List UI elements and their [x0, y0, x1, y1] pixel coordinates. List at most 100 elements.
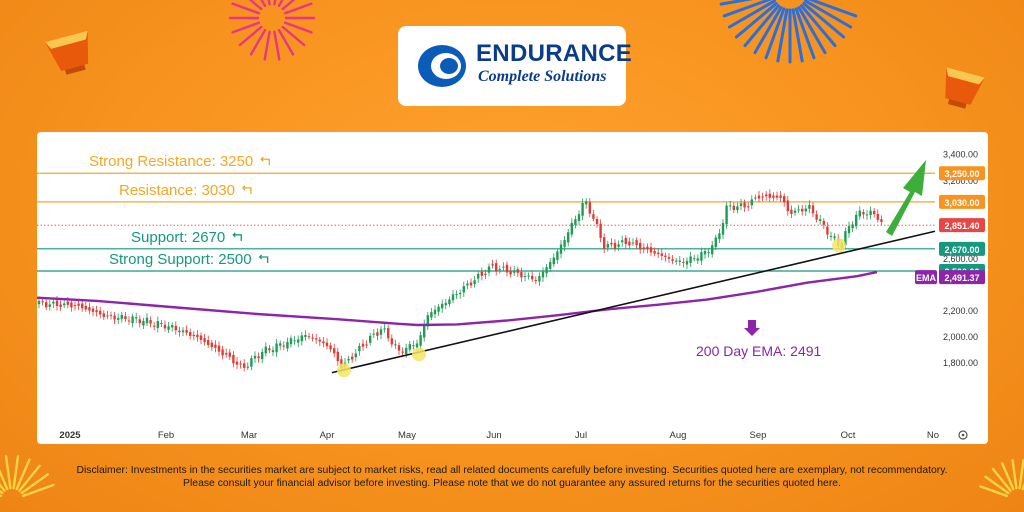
candle: [99, 306, 102, 319]
return-arrow-icon: [241, 185, 252, 194]
candle: [203, 333, 206, 346]
candle: [390, 334, 393, 348]
candle: [394, 339, 397, 349]
candle: [811, 202, 815, 217]
y-tick-label: 2,200.00: [943, 306, 978, 316]
candle: [797, 204, 800, 213]
candle: [289, 335, 293, 348]
candle: [311, 333, 314, 342]
touch-point-marker: [412, 347, 426, 362]
ema-line: [37, 270, 878, 327]
candle: [106, 310, 109, 320]
candle: [48, 300, 51, 311]
candle: [520, 267, 523, 282]
level-price-tag: 2,670.00: [939, 241, 985, 256]
candle: [408, 341, 411, 353]
candle: [156, 316, 159, 333]
lantern-icon: [945, 67, 985, 109]
candle: [606, 240, 609, 252]
candle: [462, 281, 465, 298]
x-tick-label: Feb: [158, 430, 174, 441]
candle: [279, 340, 282, 351]
candle: [495, 259, 498, 276]
candle: [703, 248, 707, 259]
brand-tagline: Complete Solutions: [478, 68, 607, 85]
candle: [149, 316, 152, 328]
candle: [322, 337, 325, 348]
candle: [232, 351, 235, 368]
candle: [297, 335, 300, 348]
candle: [318, 336, 321, 347]
candle: [534, 276, 537, 285]
candle: [574, 215, 577, 229]
candle: [142, 317, 145, 329]
candle: [556, 248, 559, 264]
x-tick-label: May: [398, 430, 416, 441]
candle: [412, 340, 415, 350]
candle: [459, 289, 462, 299]
candle: [855, 210, 858, 230]
candle: [693, 254, 696, 262]
candle: [124, 311, 127, 322]
candle: [869, 206, 872, 220]
candle: [419, 331, 422, 351]
touch-point-marker: [832, 238, 846, 253]
candle: [765, 191, 768, 201]
candle: [635, 237, 638, 249]
candle: [102, 310, 105, 321]
candle: [570, 218, 573, 238]
x-tick-label: Apr: [320, 430, 335, 441]
candle: [718, 228, 721, 243]
candle: [210, 339, 213, 351]
candle: [127, 316, 131, 325]
candle: [192, 331, 195, 341]
candle: [73, 301, 77, 311]
candle: [315, 333, 318, 344]
candle: [214, 340, 217, 353]
candle: [372, 329, 375, 338]
candle: [437, 303, 440, 317]
lantern-icon: [45, 30, 89, 75]
candle: [592, 209, 595, 222]
candle: [646, 243, 649, 254]
settings-gear-center: [961, 433, 965, 437]
candle: [750, 195, 753, 209]
candle: [333, 343, 336, 358]
x-tick-label: Oct: [841, 430, 856, 441]
candle: [117, 313, 120, 325]
candle: [714, 234, 717, 250]
candle: [153, 322, 156, 331]
candle: [772, 192, 775, 202]
down-arrow-icon: [744, 320, 760, 336]
candle: [135, 312, 138, 323]
firework-icon: [0, 455, 55, 498]
candle: [167, 321, 170, 333]
candle: [473, 275, 476, 288]
svg-text:EMA: EMA: [916, 273, 937, 283]
candle: [59, 300, 62, 311]
settings-gear-icon: [958, 430, 968, 440]
level-price-tag: 3,250.00: [939, 166, 985, 181]
candle: [138, 315, 141, 328]
svg-text:2,670.00: 2,670.00: [944, 245, 979, 255]
candle: [383, 323, 386, 333]
candle: [178, 326, 181, 337]
candle: [531, 271, 534, 282]
y-tick-label: 2,600.00: [943, 254, 978, 264]
candle: [271, 346, 275, 357]
x-tick-label: No: [927, 430, 939, 441]
candle: [804, 205, 807, 216]
candle: [347, 355, 350, 364]
candle: [228, 349, 231, 360]
candle: [739, 198, 743, 211]
y-tick-label: 3,200.00: [943, 176, 978, 186]
disclaimer: Disclaimer: Investments in the securitie…: [76, 465, 948, 489]
candle: [354, 349, 357, 362]
breakout-arrow-icon: [886, 160, 926, 236]
candle: [181, 327, 185, 336]
candle: [505, 261, 509, 277]
candle: [113, 311, 116, 324]
candle: [682, 258, 685, 268]
brand-name: ENDURANCE: [476, 40, 633, 67]
candle: [577, 210, 581, 226]
